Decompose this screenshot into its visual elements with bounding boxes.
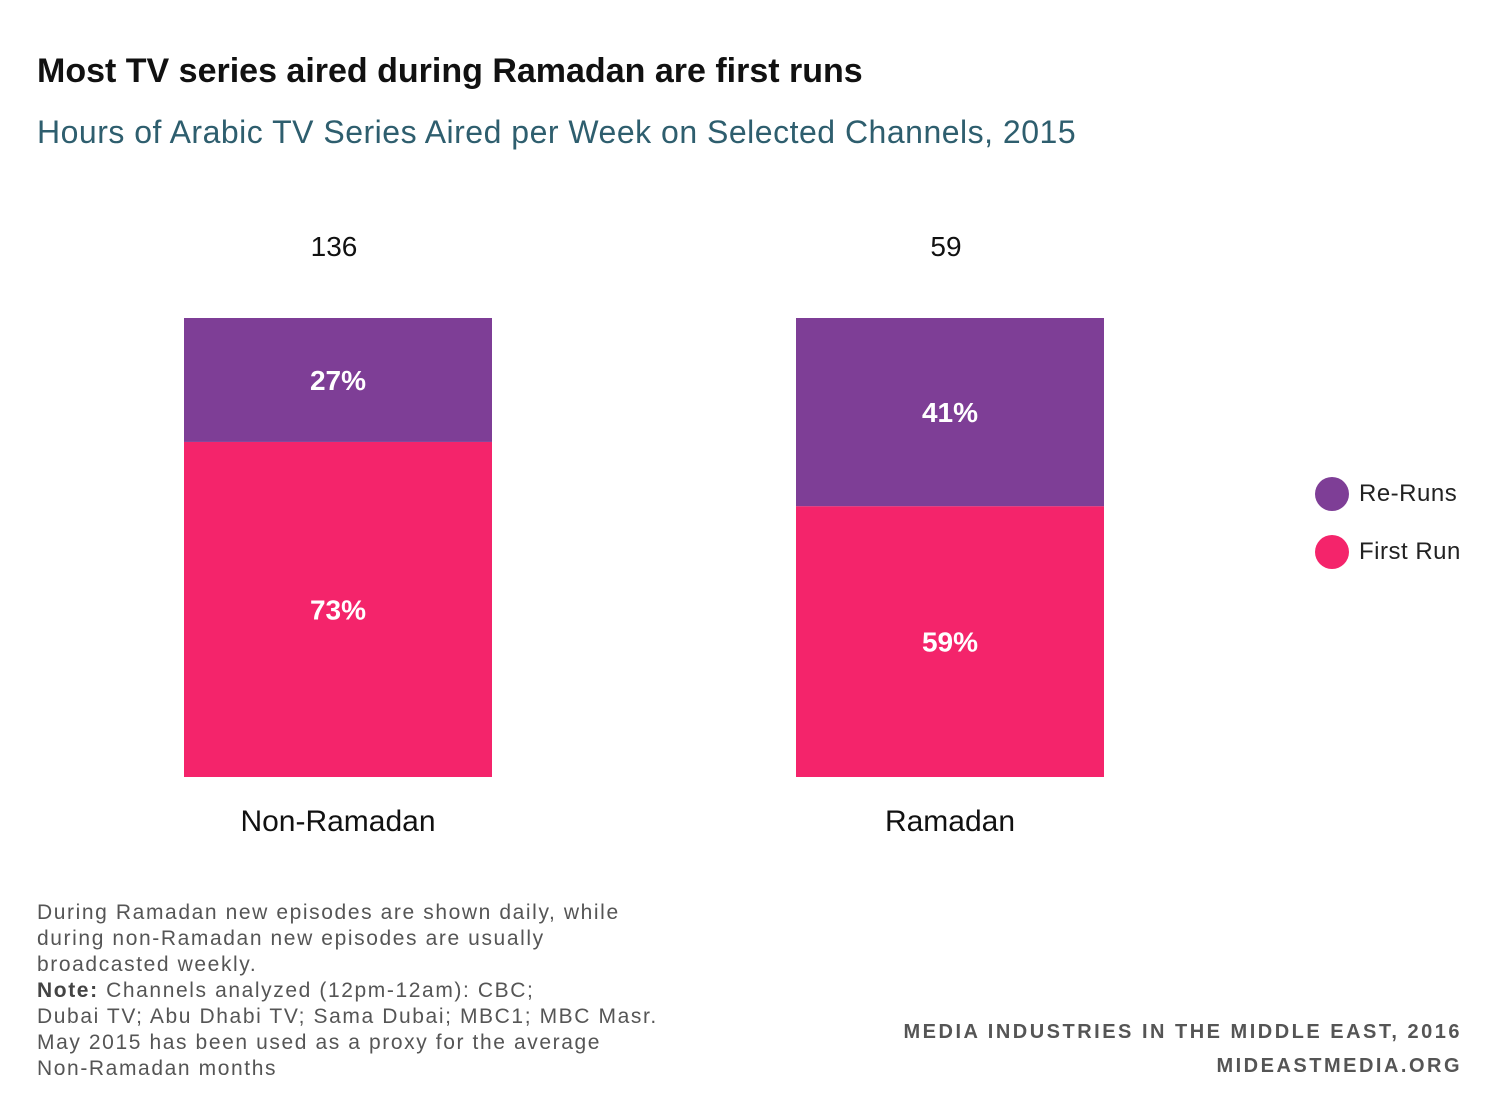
category-label: Non-Ramadan: [240, 805, 435, 838]
legend-swatch-reruns: [1315, 477, 1349, 511]
footnote-line: during non-Ramadan new episodes are usua…: [37, 927, 545, 950]
note-line: Non-Ramadan months: [37, 1057, 278, 1080]
note-line: Note: Channels analyzed (12pm-12am): CBC…: [37, 978, 777, 1004]
footnote: During Ramadan new episodes are shown da…: [37, 900, 777, 1082]
chart-title: Most TV series aired during Ramadan are …: [37, 52, 863, 90]
note-line: May 2015 has been used as a proxy for th…: [37, 1031, 602, 1054]
bar-total-label: 59: [930, 231, 961, 262]
legend-label-reruns: Re-Runs: [1359, 480, 1458, 507]
legend-item-first-run: First Run: [1315, 535, 1461, 569]
legend-label-first-run: First Run: [1359, 538, 1461, 565]
footnote-line: During Ramadan new episodes are shown da…: [37, 901, 620, 924]
bar-value-label: 27%: [310, 365, 366, 396]
bar-first-run-ramadan: [796, 506, 1104, 777]
stacked-bar-chart: 73% 27% 136 Non-Ramadan 59% 41% 59 Ramadan: [184, 231, 1104, 838]
note-label: Note:: [37, 979, 99, 1002]
bar-value-label: 73%: [310, 594, 366, 625]
chart-subtitle: Hours of Arabic TV Series Aired per Week…: [37, 114, 1077, 150]
bar-value-label: 59%: [922, 627, 978, 658]
bar-first-run-non-ramadan: [184, 441, 492, 777]
note-line: Dubai TV; Abu Dhabi TV; Sama Dubai; MBC1…: [37, 1005, 658, 1028]
bar-re-runs-non-ramadan: [184, 318, 492, 442]
bar-value-label: 41%: [922, 397, 978, 428]
legend-item-reruns: Re-Runs: [1315, 477, 1457, 511]
category-label: Ramadan: [885, 805, 1015, 838]
legend-swatch-first-run: [1315, 535, 1349, 569]
bar-total-label: 136: [311, 231, 358, 262]
note-text: Channels analyzed (12pm-12am): CBC;: [98, 979, 535, 1002]
bar-re-runs-ramadan: [796, 318, 1104, 507]
credit-publication: MEDIA INDUSTRIES IN THE MIDDLE EAST, 201…: [903, 1021, 1462, 1043]
credit-website: MIDEASTMEDIA.ORG: [1216, 1055, 1462, 1077]
footnote-line: broadcasted weekly.: [37, 953, 258, 976]
